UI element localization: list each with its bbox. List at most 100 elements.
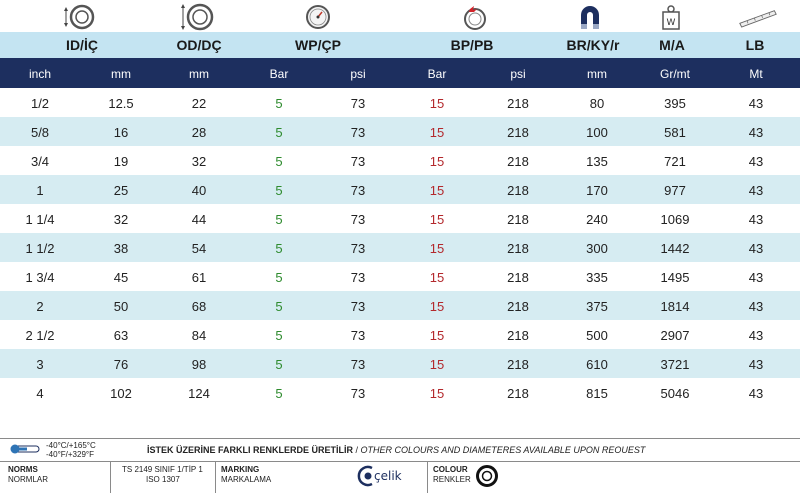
cell-weight: 581	[664, 125, 686, 140]
svg-text:W: W	[667, 18, 676, 28]
cell-id-mm: 102	[110, 386, 132, 401]
burst-pressure-icon	[455, 3, 495, 31]
cell-id-mm: 32	[113, 212, 129, 227]
cell-bp-bar: 15	[429, 270, 445, 285]
table-row: 1 1/4 32 44 5 73 15 218 240 1069 43	[0, 204, 800, 233]
table-row: 4 102 124 5 73 15 218 815 5046 43	[0, 378, 800, 407]
cell-wp-bar: 5	[275, 270, 283, 285]
cell-wp-bar: 5	[275, 154, 283, 169]
cell-length: 43	[748, 357, 764, 372]
cell-id-mm: 63	[113, 328, 129, 343]
table-row: 5/8 16 28 5 73 15 218 100 581 43	[0, 117, 800, 146]
unit-bp-psi: psi	[510, 67, 526, 81]
cell-od-mm: 40	[191, 183, 207, 198]
cell-bp-bar: 15	[429, 299, 445, 314]
cell-length: 43	[748, 328, 764, 343]
footer-divider	[427, 461, 428, 493]
outer-diameter-icon	[176, 3, 216, 31]
cell-id-mm: 50	[113, 299, 129, 314]
cell-length: 43	[748, 183, 764, 198]
norms-value-1: TS 2149 SINIF 1/TİP 1	[122, 465, 203, 474]
cell-wp-bar: 5	[275, 183, 283, 198]
cell-wp-psi: 73	[350, 125, 366, 140]
cell-weight: 1495	[660, 270, 690, 285]
group-id: ID/İÇ	[66, 37, 98, 53]
cell-bp-bar: 15	[429, 328, 445, 343]
cell-bp-psi: 218	[507, 357, 529, 372]
unit-od-mm: mm	[189, 67, 209, 81]
cell-wp-psi: 73	[350, 357, 366, 372]
cell-length: 43	[748, 154, 764, 169]
pressure-gauge-icon	[298, 3, 338, 31]
cell-br-mm: 300	[586, 241, 608, 256]
cell-id-inch: 3	[36, 357, 44, 372]
cell-weight: 2907	[660, 328, 690, 343]
table-row: 3 76 98 5 73 15 218 610 3721 43	[0, 349, 800, 378]
cell-bp-psi: 218	[507, 125, 529, 140]
cell-od-mm: 28	[191, 125, 207, 140]
group-br: BR/KY/r	[566, 37, 620, 53]
unit-inch: inch	[28, 67, 52, 81]
black-colour-swatch-icon	[476, 465, 498, 487]
cell-id-mm: 19	[113, 154, 129, 169]
icon-row: W	[0, 0, 800, 32]
cell-id-inch: 1	[36, 183, 44, 198]
cell-wp-bar: 5	[275, 241, 283, 256]
cell-weight: 977	[664, 183, 686, 198]
bend-radius-magnet-icon	[570, 3, 610, 31]
table-row: 3/4 19 32 5 73 15 218 135 721 43	[0, 146, 800, 175]
cell-wp-psi: 73	[350, 96, 366, 111]
cell-bp-psi: 218	[507, 96, 529, 111]
norms-label-tr: NORMLAR	[8, 475, 49, 484]
cell-id-inch: 4	[36, 386, 44, 401]
cell-br-mm: 135	[586, 154, 608, 169]
norms-value-2: ISO 1307	[146, 475, 180, 484]
table-row: 2 1/2 63 84 5 73 15 218 500 2907 43	[0, 320, 800, 349]
cell-od-mm: 32	[191, 154, 207, 169]
cell-weight: 5046	[660, 386, 690, 401]
cell-wp-psi: 73	[350, 299, 366, 314]
cell-wp-bar: 5	[275, 299, 283, 314]
spec-table-body: 1/2 12.5 22 5 73 15 218 80 395 43 5/8 16…	[0, 88, 800, 407]
cell-od-mm: 124	[188, 386, 210, 401]
group-bp: BP/PB	[450, 37, 494, 53]
table-row: 1 25 40 5 73 15 218 170 977 43	[0, 175, 800, 204]
cell-weight: 1814	[660, 299, 690, 314]
footer-top-border	[0, 438, 800, 439]
footer-divider	[110, 461, 111, 493]
group-ma: M/A	[659, 37, 685, 53]
cell-od-mm: 68	[191, 299, 207, 314]
cell-weight: 3721	[660, 357, 690, 372]
cell-br-mm: 610	[586, 357, 608, 372]
cell-wp-bar: 5	[275, 328, 283, 343]
temp-celsius: -40°C/+165°C	[46, 441, 96, 450]
cell-weight: 721	[664, 154, 686, 169]
unit-br-mm: mm	[587, 67, 607, 81]
unit-length: Mt	[749, 67, 763, 81]
cell-length: 43	[748, 125, 764, 140]
footer-mid-border	[0, 461, 800, 462]
group-header-row: ID/İÇ OD/DÇ WP/ÇP BP/PB BR/KY/r M/A LB	[0, 32, 800, 58]
unit-bp-bar: Bar	[427, 67, 447, 81]
notice-english: OTHER COLOURS AND DIAMETERES AVAILABLE U…	[360, 445, 646, 455]
cell-weight: 395	[664, 96, 686, 111]
group-od: OD/DÇ	[176, 37, 222, 53]
cell-bp-psi: 218	[507, 299, 529, 314]
cell-id-mm: 25	[113, 183, 129, 198]
cell-br-mm: 100	[586, 125, 608, 140]
cell-wp-bar: 5	[275, 125, 283, 140]
cell-length: 43	[748, 241, 764, 256]
cell-id-mm: 76	[113, 357, 129, 372]
notice-separator: /	[353, 445, 361, 455]
cell-bp-bar: 15	[429, 183, 445, 198]
cell-id-inch: 2	[36, 299, 44, 314]
marking-label-tr: MARKALAMA	[221, 475, 272, 484]
cell-weight: 1442	[660, 241, 690, 256]
colour-label-tr: RENKLER	[433, 475, 471, 484]
colour-notice: İSTEK ÜZERİNE FARKLI RENKLERDE ÜRETİLİR …	[147, 445, 645, 455]
cell-bp-psi: 218	[507, 386, 529, 401]
cell-wp-psi: 73	[350, 183, 366, 198]
cell-od-mm: 98	[191, 357, 207, 372]
cell-bp-bar: 15	[429, 125, 445, 140]
cell-br-mm: 170	[586, 183, 608, 198]
